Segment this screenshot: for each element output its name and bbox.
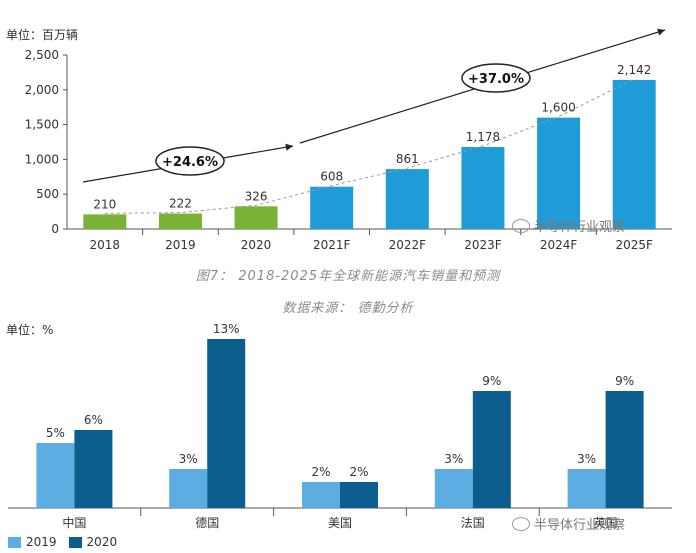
legend-swatch <box>68 536 82 548</box>
x-tick-label: 2019 <box>165 238 196 252</box>
watermark-text: 半导体行业观察 <box>534 220 626 235</box>
value-label: 1,178 <box>466 130 500 144</box>
bar-法国-2020 <box>472 391 511 508</box>
source-caption: 数据来源： 德勤分析 <box>282 301 414 316</box>
value-label: 9% <box>615 374 634 388</box>
bar-2023F <box>461 147 505 229</box>
x-tick-label: 法国 <box>461 516 485 530</box>
growth-label: +37.0% <box>468 72 524 87</box>
bar-英国-2020 <box>605 391 644 508</box>
y-tick-label: 2,000 <box>25 83 59 97</box>
y-tick-label: 0 <box>51 222 59 236</box>
bar-2024F <box>537 117 581 229</box>
value-label: 5% <box>46 426 65 440</box>
chart2-legend: 2019 2020 <box>8 535 117 549</box>
watermark-top: 半导体行业观察 <box>512 216 625 235</box>
growth-ellipse <box>461 63 531 93</box>
x-tick-label: 德国 <box>195 515 219 530</box>
x-tick-label: 2021F <box>313 238 351 252</box>
value-label: 2% <box>311 465 330 479</box>
x-tick-label: 英国 <box>594 516 618 530</box>
x-tick-label: 中国 <box>62 515 86 530</box>
watermark-text: 半导体行业观察 <box>534 518 626 533</box>
bar-中国-2020 <box>74 430 113 508</box>
value-label: 13% <box>213 322 240 336</box>
value-label: 2% <box>349 465 368 479</box>
ev-sales-chart: 0 500 1,000 1,500 2,000 2,500 +24.6% +37.0% 21… <box>6 27 672 252</box>
figure-caption: 图7： 2018-2025年全球新能源汽车销量和预测 <box>195 269 501 284</box>
chart1-unit-label: 单位：百万辆 <box>6 27 78 42</box>
bar-英国-2019 <box>567 469 606 508</box>
x-tick-label: 2020 <box>241 238 272 252</box>
value-label: 326 <box>245 189 268 203</box>
value-label: 861 <box>396 152 419 166</box>
value-label: 3% <box>444 452 463 466</box>
bar-美国-2020 <box>340 482 378 508</box>
value-label: 222 <box>169 197 192 211</box>
legend-item-2020: 2020 <box>68 535 118 549</box>
wechat-icon <box>512 516 530 531</box>
chart2-unit-label: 单位：% <box>6 322 53 337</box>
bar-德国-2019 <box>169 469 208 508</box>
wechat-icon <box>512 218 530 233</box>
bar-2021F <box>310 186 354 229</box>
bar-2022F <box>385 169 429 229</box>
bar-2025F <box>612 79 656 229</box>
value-label: 3% <box>577 452 596 466</box>
x-tick-label: 2022F <box>389 238 427 252</box>
y-tick-label: 1,500 <box>25 118 59 132</box>
bar-2019 <box>158 213 202 229</box>
bar-2018 <box>83 214 127 229</box>
watermark-bottom: 半导体行业观察 <box>512 514 625 533</box>
bar-2020 <box>234 206 278 229</box>
bar-德国-2020 <box>207 339 246 508</box>
x-tick-label: 2018 <box>90 238 121 252</box>
x-tick-label: 美国 <box>328 516 352 530</box>
y-tick-label: 2,500 <box>25 48 59 62</box>
value-label: 9% <box>482 374 501 388</box>
value-label: 6% <box>84 413 103 427</box>
y-tick-label: 500 <box>36 187 59 201</box>
legend-label: 2020 <box>86 535 118 549</box>
value-label: 2,142 <box>617 63 651 77</box>
legend-label: 2019 <box>26 535 57 549</box>
legend-swatch <box>8 536 21 548</box>
legend-item-2019: 2019 <box>8 535 57 549</box>
value-label: 608 <box>320 170 343 184</box>
x-tick-label: 2025F <box>615 238 653 252</box>
value-label: 3% <box>179 452 198 466</box>
bar-法国-2019 <box>434 469 473 508</box>
x-tick-label: 2024F <box>540 238 578 252</box>
bar-美国-2019 <box>302 482 340 508</box>
growth-ellipse <box>155 146 225 176</box>
value-label: 210 <box>93 197 116 211</box>
bar-中国-2019 <box>36 443 75 508</box>
value-label: 1,600 <box>541 101 575 115</box>
x-tick-label: 2023F <box>464 238 502 252</box>
y-tick-label: 1,000 <box>25 152 59 166</box>
growth-label: +24.6% <box>162 155 218 170</box>
